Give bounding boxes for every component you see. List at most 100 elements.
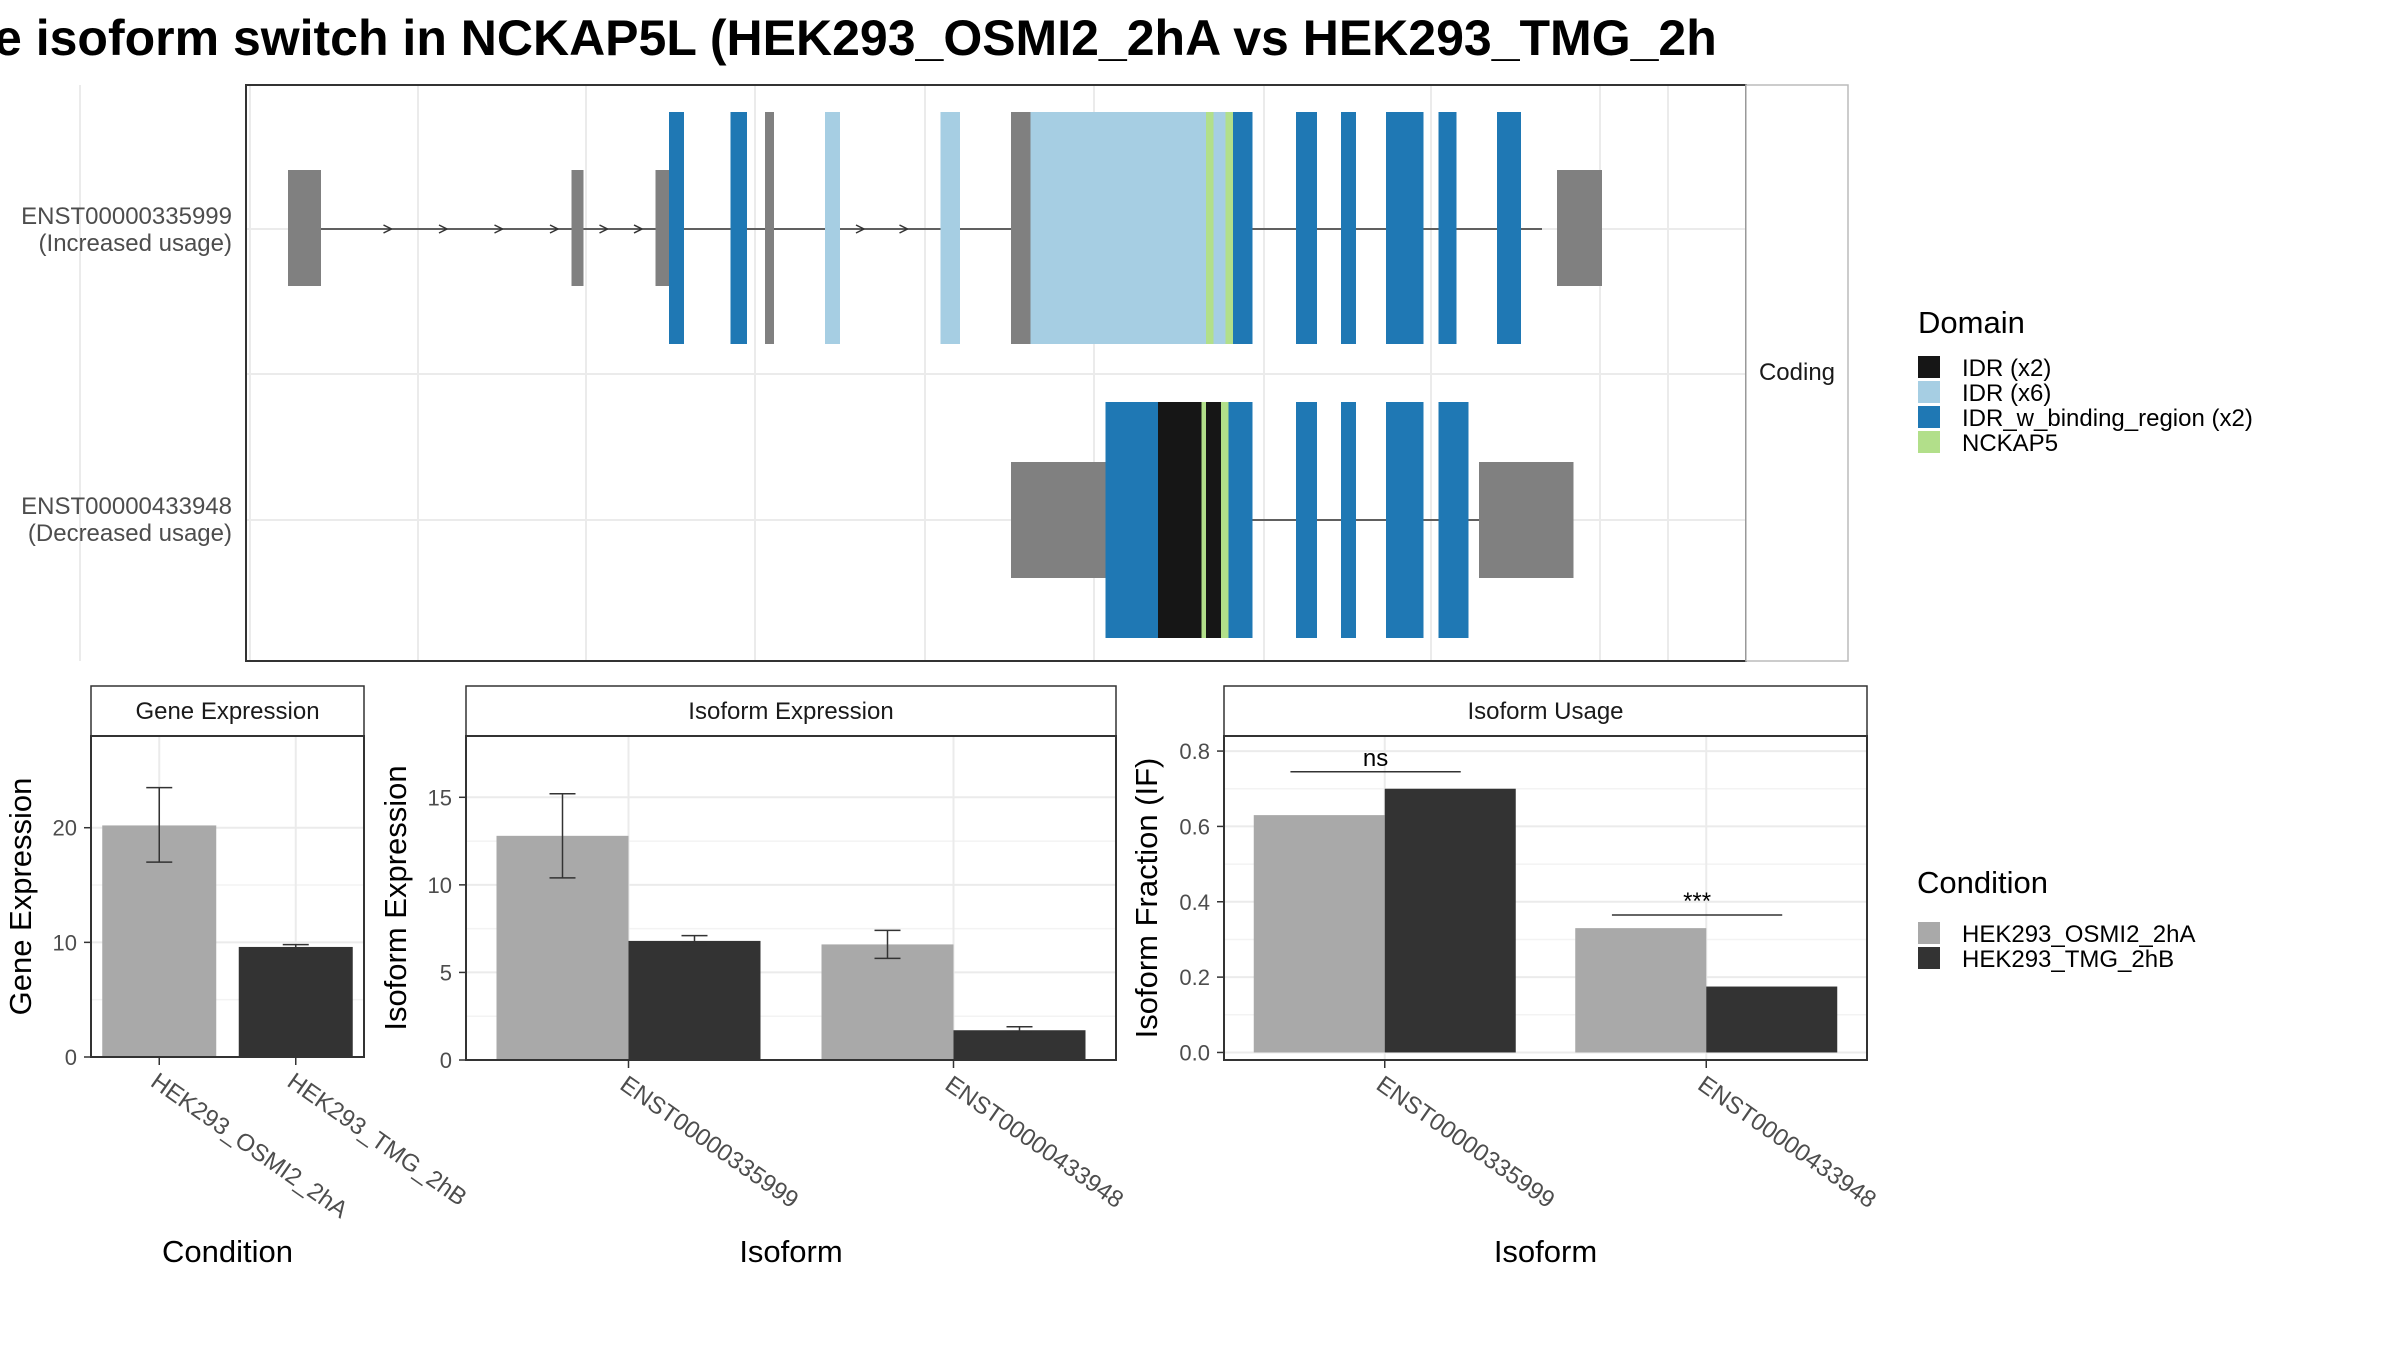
coding-segment <box>669 112 684 344</box>
legend-label-2: IDR_w_binding_region (x2) <box>1962 405 2253 432</box>
coding-segment <box>765 112 774 344</box>
strip-box <box>90 685 365 737</box>
strip-box <box>465 685 1117 737</box>
coding-segment <box>1386 402 1424 638</box>
coding-segment <box>1206 112 1214 344</box>
y-tick-label: 0.8 <box>1179 739 1210 764</box>
direction-arrow <box>494 224 505 234</box>
y-tick-label: 0.4 <box>1179 890 1210 915</box>
bar <box>953 1030 1086 1060</box>
isoform-usage-chart: Isoform Usage 0.0 0.2 0.4 0.6 0.8 ns *** ENST000… <box>1129 685 1881 1269</box>
y-tick-label: 0.2 <box>1179 965 1210 990</box>
x-axis-title: Isoform <box>739 1234 842 1269</box>
direction-arrow <box>599 224 610 234</box>
utr-exon <box>1011 462 1106 578</box>
coding-segment <box>1386 112 1424 344</box>
strip-label-coding: Coding <box>1759 359 1835 386</box>
coding-segment <box>1158 402 1202 638</box>
direction-arrow <box>855 224 866 234</box>
coding-segment <box>1438 402 1469 638</box>
bar <box>1575 928 1707 1053</box>
coding-segment <box>1062 112 1086 344</box>
bar <box>1384 788 1516 1053</box>
x-axis-title: Condition <box>162 1234 293 1269</box>
y-axis-title: Gene Expression <box>3 778 38 1016</box>
bar <box>1706 986 1838 1053</box>
x-tick-label: ENST00000335999 <box>615 1071 803 1214</box>
y-tick-label: 0.6 <box>1179 814 1210 839</box>
bar <box>1253 815 1385 1053</box>
coding-segment <box>1228 402 1253 638</box>
coding-segment <box>1225 112 1233 344</box>
isoform-label-1-usage: (Increased usage) <box>39 230 232 257</box>
y-tick-label: 15 <box>428 785 452 810</box>
legend-label-1: IDR (x6) <box>1962 380 2051 407</box>
strip-box <box>1223 685 1868 737</box>
coding-segment <box>1213 112 1226 344</box>
legend-key-0 <box>1918 356 1940 378</box>
coding-segment <box>1165 112 1206 344</box>
strip-title: Gene Expression <box>135 698 319 725</box>
panel-border <box>90 735 365 1058</box>
condition-label-0: HEK293_OSMI2_2hA <box>1962 921 2195 948</box>
coding-segment <box>1341 112 1356 344</box>
legend-key-3 <box>1918 431 1940 453</box>
x-tick-label: ENST00000433948 <box>940 1071 1128 1214</box>
utr-exon <box>288 170 321 286</box>
isoform-expression-chart: Isoform Expression 0 5 10 15 ENST00000335999 E… <box>378 685 1128 1269</box>
y-tick-label: 10 <box>428 873 452 898</box>
direction-arrow <box>899 224 910 234</box>
y-tick-label: 0 <box>65 1045 77 1070</box>
y-axis-title: Isoform Expression <box>378 765 413 1030</box>
coding-segment <box>825 112 840 344</box>
utr-exon <box>1479 462 1574 578</box>
bar <box>628 940 761 1060</box>
coding-segment <box>1201 402 1206 638</box>
y-tick-label: 5 <box>440 960 452 985</box>
transcript-structure-panel: Coding ENST00000335999 (Increased usage)… <box>21 84 1849 662</box>
significance-label: ns <box>1363 745 1388 772</box>
utr-exon <box>1557 170 1602 286</box>
coding-segment <box>1233 112 1253 344</box>
y-tick-label: 20 <box>53 816 77 841</box>
coding-segment <box>1296 112 1317 344</box>
coding-segment <box>1206 402 1221 638</box>
strip-title: Isoform Expression <box>688 698 893 725</box>
y-tick-label: 0 <box>440 1048 452 1073</box>
condition-key-0 <box>1918 922 1940 944</box>
condition-key-1 <box>1918 947 1940 969</box>
legend-key-1 <box>1918 381 1940 403</box>
x-tick-label: ENST00000433948 <box>1693 1071 1881 1214</box>
coding-segment <box>1296 402 1317 638</box>
direction-arrow <box>438 224 449 234</box>
utr-exon <box>655 170 669 286</box>
x-axis-title: Isoform <box>1494 1234 1597 1269</box>
bar <box>238 946 353 1057</box>
coding-segment <box>940 112 960 344</box>
coding-segment <box>1105 402 1158 638</box>
coding-segment <box>1048 112 1062 344</box>
coding-segment <box>1221 402 1229 638</box>
direction-arrow <box>633 224 644 234</box>
y-tick-label: 10 <box>53 930 77 955</box>
bar <box>102 825 217 1057</box>
panel-border <box>465 735 1117 1061</box>
significance-label: *** <box>1683 888 1711 915</box>
coding-segment <box>730 112 747 344</box>
transcript-models <box>288 112 1602 638</box>
domain-legend-title: Domain <box>1918 305 2025 340</box>
utr-exon <box>571 170 584 286</box>
isoform-label-1-id: ENST00000335999 <box>21 203 232 230</box>
coding-segment <box>1011 112 1031 344</box>
coding-segment <box>1086 112 1166 344</box>
figure-title: e isoform switch in NCKAP5L (HEK293_OSMI… <box>0 10 1717 66</box>
coding-segment <box>1030 112 1049 344</box>
legend-label-3: NCKAP5 <box>1962 430 2058 457</box>
strip-title: Isoform Usage <box>1467 698 1623 725</box>
y-axis-title: Isoform Fraction (IF) <box>1129 758 1164 1039</box>
condition-legend-title: Condition <box>1917 865 2048 900</box>
coding-segment <box>1341 402 1356 638</box>
strip-coding <box>1745 84 1849 662</box>
